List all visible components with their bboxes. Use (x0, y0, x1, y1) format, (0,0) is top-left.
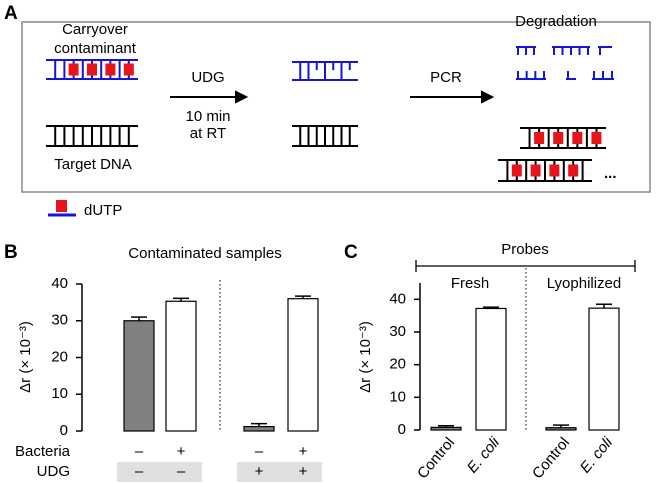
row-value: + (255, 463, 264, 480)
y-tick-label: 0 (60, 422, 68, 439)
panel-frame (21, 21, 651, 193)
y-tick-label: 20 (389, 356, 406, 373)
y-tick-label: 30 (389, 323, 406, 340)
x-tick-label: E. coli (464, 434, 504, 477)
dna (292, 125, 358, 147)
bar (545, 427, 577, 431)
row-background (237, 462, 322, 482)
panel-label: A (4, 3, 18, 24)
dutp (572, 132, 583, 144)
row-value: + (299, 443, 308, 460)
panel-label: B (4, 242, 18, 263)
y-tick-label: 10 (51, 385, 68, 402)
error-bar (553, 424, 569, 428)
panel-label: C (344, 242, 358, 263)
dutp (530, 164, 541, 177)
error-bar (295, 295, 311, 299)
dutp (553, 132, 564, 144)
dutp (549, 164, 560, 177)
legend-label: dUTP (84, 202, 122, 219)
bar (588, 307, 620, 431)
label: PCR (430, 69, 462, 86)
error-bar (596, 303, 612, 309)
y-tick-label: 40 (51, 275, 68, 292)
dutp (591, 132, 602, 144)
dutp (105, 63, 116, 76)
chart-title: Contaminated samples (128, 245, 281, 262)
chart-title: Probes (501, 241, 549, 258)
panel-a: A Carryover contaminant Target DNA UDG 1… (4, 3, 651, 219)
row-value: – (255, 443, 264, 460)
dutp (511, 164, 522, 177)
label: at RT (190, 125, 226, 142)
bracket (415, 260, 636, 272)
y-axis-label: Δr (× 10⁻³) (357, 321, 374, 393)
x-tick-label: Control (529, 434, 573, 482)
label: Degradation (515, 13, 597, 30)
dna-fragment (566, 71, 576, 80)
error-bar (438, 425, 454, 428)
bar (475, 307, 507, 431)
row-value: + (299, 463, 308, 480)
row-value: + (177, 443, 186, 460)
legend-swatch (56, 200, 67, 212)
y-tick-label: 20 (51, 348, 68, 365)
dutp (534, 132, 545, 144)
dna-fragment (552, 46, 590, 55)
y-tick-label: 0 (398, 421, 406, 438)
group-label: Fresh (451, 275, 489, 292)
row-label: UDG (37, 463, 70, 480)
bar (287, 298, 319, 432)
error-bar (173, 297, 189, 302)
group-label: Lyophilized (547, 275, 622, 292)
bar (165, 300, 197, 432)
x-tick-label: E. coli (577, 434, 617, 477)
y-tick-label: 10 (389, 388, 406, 405)
dna-fragment (592, 71, 614, 80)
arrows (170, 90, 495, 104)
dna (46, 125, 138, 147)
bar (430, 426, 462, 431)
row-value: – (177, 463, 186, 480)
y-tick-label: 40 (389, 290, 406, 307)
error-bar (483, 306, 499, 309)
label: Carryover (62, 21, 128, 38)
label: 10 min (185, 108, 230, 125)
label: UDG (191, 69, 224, 86)
dutp (568, 164, 579, 177)
dna-fragment (516, 46, 536, 55)
dutp (68, 63, 79, 76)
y-axis-label: Δr (× 10⁻³) (17, 321, 34, 393)
dutp (87, 63, 97, 76)
dna-fragment (598, 46, 612, 55)
dutp (123, 63, 134, 76)
dna-fragment (516, 71, 546, 80)
label: Target DNA (54, 156, 132, 173)
row-value: – (135, 443, 144, 460)
label: contaminant (54, 40, 137, 57)
row-label: Bacteria (15, 443, 71, 460)
x-tick-label: Control (414, 434, 458, 482)
dna (498, 159, 592, 182)
row-background (117, 462, 202, 482)
bar (123, 320, 155, 432)
dna (292, 61, 358, 81)
y-tick-label: 30 (51, 312, 68, 329)
label: ... (604, 165, 617, 182)
bar (243, 425, 275, 432)
error-bar (251, 422, 267, 427)
row-value: – (135, 463, 144, 480)
error-bar (131, 316, 147, 321)
